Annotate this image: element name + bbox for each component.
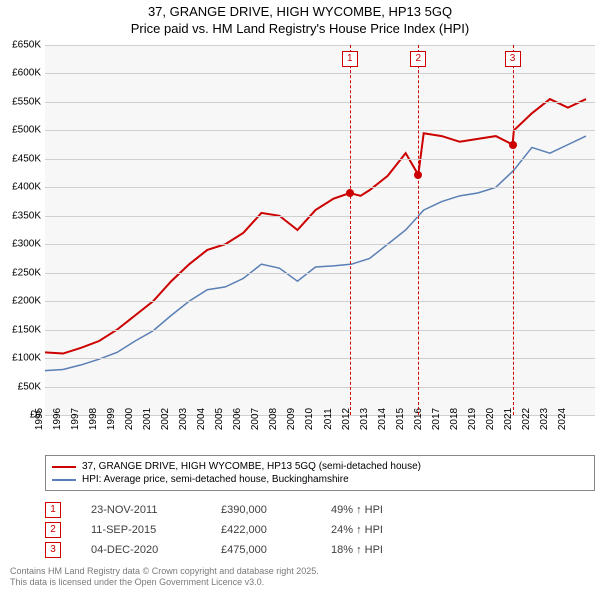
legend-label: HPI: Average price, semi-detached house,… [82,474,349,485]
footer-line-1: Contains HM Land Registry data © Crown c… [10,566,319,577]
title-line-2: Price paid vs. HM Land Registry's House … [0,21,600,38]
x-axis-label: 2000 [124,408,135,430]
footer: Contains HM Land Registry data © Crown c… [10,566,319,588]
legend-label: 37, GRANGE DRIVE, HIGH WYCOMBE, HP13 5GQ… [82,461,421,472]
x-axis-label: 2006 [232,408,243,430]
sale-marker-dot [346,189,354,197]
x-axis-label: 2017 [431,408,442,430]
series-line-price_paid [45,99,586,353]
x-axis-label: 2020 [485,408,496,430]
sales-row-delta: 49% ↑ HPI [331,504,431,516]
x-axis-label: 1995 [34,408,45,430]
sale-marker-vline [418,45,419,415]
y-axis-label: £450K [12,153,41,164]
sales-table-row: 2 11-SEP-2015 £422,000 24% ↑ HPI [45,520,431,540]
legend-swatch [52,466,76,468]
chart-container: 37, GRANGE DRIVE, HIGH WYCOMBE, HP13 5GQ… [0,0,600,590]
sales-row-date: 23-NOV-2011 [91,504,191,516]
x-axis-label: 2003 [178,408,189,430]
x-axis-label: 2015 [395,408,406,430]
sales-row-marker: 2 [45,522,61,538]
y-axis-label: £650K [12,40,41,51]
y-axis-label: £50K [18,381,41,392]
title-block: 37, GRANGE DRIVE, HIGH WYCOMBE, HP13 5GQ… [0,0,600,38]
sale-marker-box: 2 [410,51,426,67]
legend-row: HPI: Average price, semi-detached house,… [52,473,588,486]
sale-marker-box: 3 [505,51,521,67]
x-axis-label: 2002 [160,408,171,430]
sales-row-marker: 1 [45,502,61,518]
x-axis-label: 1997 [70,408,81,430]
y-axis-label: £250K [12,267,41,278]
y-axis-label: £150K [12,324,41,335]
x-axis-label: 2009 [286,408,297,430]
x-axis-label: 2010 [304,408,315,430]
x-axis-label: 2014 [376,408,387,430]
x-axis-label: 2005 [214,408,225,430]
x-axis-label: 2004 [196,408,207,430]
sales-row-delta: 18% ↑ HPI [331,544,431,556]
sales-row-date: 11-SEP-2015 [91,524,191,536]
x-axis-label: 2011 [323,408,334,430]
sale-marker-dot [509,141,517,149]
y-axis-label: £400K [12,182,41,193]
legend: 37, GRANGE DRIVE, HIGH WYCOMBE, HP13 5GQ… [45,455,595,491]
x-axis-label: 2013 [358,408,369,430]
x-axis-label: 2024 [557,408,568,430]
sales-row-delta: 24% ↑ HPI [331,524,431,536]
x-axis-label: 2023 [539,408,550,430]
y-axis-label: £300K [12,239,41,250]
legend-swatch [52,479,76,481]
x-axis-label: 2019 [467,408,478,430]
sales-row-price: £475,000 [221,544,301,556]
y-axis-label: £500K [12,125,41,136]
sales-row-marker: 3 [45,542,61,558]
y-axis-label: £600K [12,68,41,79]
x-axis-label: 1999 [106,408,117,430]
y-axis-label: £550K [12,96,41,107]
x-axis-label: 2001 [142,408,153,430]
footer-line-2: This data is licensed under the Open Gov… [10,577,319,588]
chart-plot-area: £0£50K£100K£150K£200K£250K£300K£350K£400… [45,45,595,415]
sales-table-row: 3 04-DEC-2020 £475,000 18% ↑ HPI [45,540,431,560]
x-axis-label: 2007 [250,408,261,430]
sale-marker-box: 1 [342,51,358,67]
x-axis-label: 2022 [521,408,532,430]
sales-row-date: 04-DEC-2020 [91,544,191,556]
y-axis-label: £350K [12,210,41,221]
series-line-hpi [45,136,586,371]
sales-table: 1 23-NOV-2011 £390,000 49% ↑ HPI 2 11-SEP-201… [45,500,431,560]
y-axis-label: £100K [12,353,41,364]
sale-marker-vline [350,45,351,415]
sales-row-price: £390,000 [221,504,301,516]
title-line-1: 37, GRANGE DRIVE, HIGH WYCOMBE, HP13 5GQ [0,4,600,21]
legend-row: 37, GRANGE DRIVE, HIGH WYCOMBE, HP13 5GQ… [52,460,588,473]
x-axis-label: 1996 [52,408,63,430]
sales-table-row: 1 23-NOV-2011 £390,000 49% ↑ HPI [45,500,431,520]
y-axis-label: £200K [12,296,41,307]
sale-marker-vline [513,45,514,415]
sale-marker-dot [414,171,422,179]
sales-row-price: £422,000 [221,524,301,536]
x-axis-label: 2008 [268,408,279,430]
x-axis-label: 2018 [449,408,460,430]
x-axis-label: 1998 [88,408,99,430]
